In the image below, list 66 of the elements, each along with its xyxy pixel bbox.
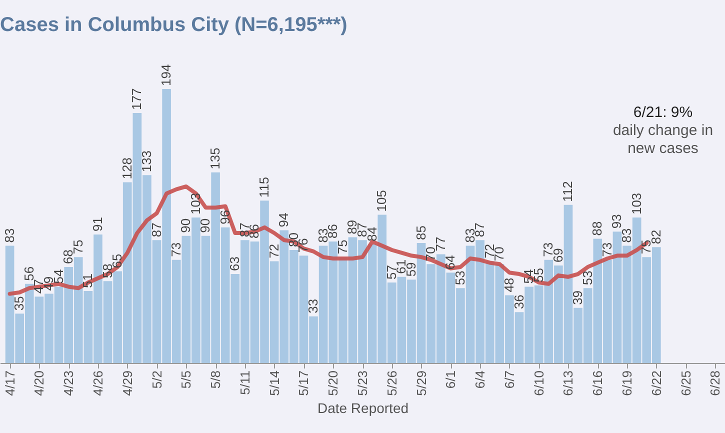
data-label: 53 [580, 270, 595, 286]
x-tick-label: 5/29 [414, 370, 429, 396]
x-tick-label: 6/7 [502, 370, 517, 389]
x-tick-label: 5/23 [355, 370, 370, 396]
data-label: 115 [256, 176, 272, 198]
data-label: 91 [90, 217, 105, 232]
x-tick-label: 5/11 [237, 370, 252, 395]
data-label: 51 [80, 274, 96, 288]
data-label: 53 [452, 270, 468, 286]
x-tick-label: 4/26 [90, 370, 106, 396]
annotation: 6/21: 9% [633, 104, 693, 121]
data-label: 177 [129, 88, 144, 110]
data-label: 87 [148, 222, 164, 238]
x-tick-label: 6/28 [708, 370, 723, 396]
x-tick-label: 5/17 [296, 370, 312, 396]
x-tick-label: 5/20 [326, 370, 341, 396]
x-tick-label: 5/2 [149, 370, 164, 389]
data-label: 128 [119, 158, 134, 180]
x-tick-label: 4/17 [2, 370, 18, 396]
x-tick-label: 5/5 [178, 370, 194, 389]
data-label: 73 [168, 242, 184, 257]
data-label: 103 [188, 192, 203, 215]
data-label: 88 [590, 221, 605, 236]
data-label: 194 [158, 64, 174, 86]
data-label: 133 [138, 150, 154, 172]
data-label: 39 [570, 290, 586, 305]
x-tick-label: 6/13 [560, 370, 576, 396]
data-label: 64 [442, 255, 458, 270]
data-label: 33 [306, 298, 321, 314]
data-label: 105 [374, 190, 390, 212]
x-tick-label: 6/22 [648, 370, 664, 396]
chart-title: Cases in Columbus City (N=6,195***) [0, 14, 348, 36]
x-tick-label: 5/14 [266, 370, 282, 396]
x-tick-label: 5/26 [384, 370, 400, 396]
x-tick-label: 6/10 [531, 370, 546, 396]
data-label: 56 [21, 266, 36, 281]
x-tick-label: 4/29 [120, 370, 135, 396]
data-label: 73 [599, 242, 614, 257]
data-label: 96 [217, 210, 232, 224]
x-tick-label: 6/25 [678, 370, 694, 396]
x-tick-label: 6/16 [590, 370, 606, 396]
data-label: 90 [198, 218, 213, 233]
data-label: 135 [208, 148, 223, 170]
data-label: 83 [2, 228, 17, 243]
annotation: daily change in new cases [612, 122, 714, 157]
data-label: 72 [266, 244, 282, 258]
data-label: 90 [178, 218, 194, 233]
data-label: 63 [227, 256, 242, 272]
data-label: 36 [511, 294, 526, 310]
data-label: 75 [334, 240, 350, 254]
data-label: 83 [619, 228, 634, 243]
x-tick-label: 6/19 [620, 370, 635, 396]
data-label: 35 [12, 296, 27, 311]
data-label: 93 [609, 214, 624, 229]
x-axis-title: Date Reported [317, 400, 409, 416]
x-tick-label: 6/1 [443, 370, 458, 389]
data-label: 103 [628, 192, 644, 215]
x-tick-label: 4/20 [32, 370, 47, 396]
data-label: 70 [423, 246, 438, 262]
data-label: 112 [560, 181, 576, 202]
x-tick-label: 4/23 [61, 370, 76, 396]
x-tick-label: 5/8 [208, 370, 224, 389]
data-label: 85 [413, 225, 428, 240]
x-tick-label: 6/4 [472, 370, 488, 389]
data-label: 48 [501, 278, 516, 292]
data-label: 94 [276, 212, 292, 228]
